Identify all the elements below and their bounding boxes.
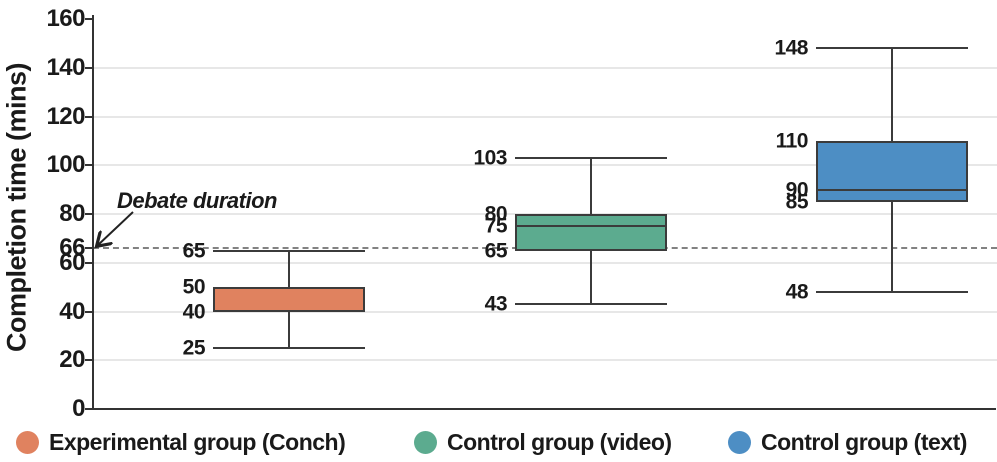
stat-label: 75 bbox=[484, 214, 508, 238]
whisker-lower bbox=[891, 201, 893, 292]
y-axis-tick-label: 0 bbox=[72, 395, 85, 422]
stat-label: 80 bbox=[484, 202, 508, 226]
whisker-lower bbox=[288, 311, 290, 349]
y-axis-tick-label: 160 bbox=[46, 5, 85, 32]
whisker-cap-high bbox=[213, 249, 365, 252]
whisker-upper bbox=[288, 250, 290, 288]
box-3 bbox=[816, 140, 968, 202]
whisker-cap-low bbox=[515, 303, 667, 306]
stat-label: 50 bbox=[182, 275, 206, 299]
median-line bbox=[818, 188, 966, 191]
y-axis-tick-label: 100 bbox=[46, 151, 85, 179]
y-axis-tick-label: 40 bbox=[59, 297, 85, 325]
box-1 bbox=[213, 287, 365, 312]
y-axis-tick bbox=[85, 359, 93, 362]
y-axis-tick-label: 140 bbox=[46, 53, 85, 81]
whisker-upper bbox=[590, 157, 592, 214]
y-axis-tick-label: 120 bbox=[46, 102, 85, 130]
y-axis-tick bbox=[85, 247, 93, 250]
x-axis-line bbox=[92, 408, 996, 410]
stat-label: 90 bbox=[785, 178, 809, 202]
reference-line-annotation: Debate duration bbox=[117, 188, 277, 213]
y-axis-tick bbox=[85, 261, 93, 264]
y-axis-tick-label: 80 bbox=[59, 200, 85, 227]
stat-label: 43 bbox=[484, 292, 508, 316]
y-axis-tick bbox=[85, 66, 93, 69]
stat-label: 103 bbox=[473, 146, 507, 170]
y-axis-line bbox=[92, 15, 94, 409]
median-line bbox=[517, 225, 665, 228]
stat-label: 65 bbox=[484, 239, 508, 263]
stat-label: 40 bbox=[182, 300, 206, 323]
y-axis-tick bbox=[85, 18, 93, 20]
whisker-cap-high bbox=[515, 156, 667, 159]
legend-item: Control group (video) bbox=[414, 428, 672, 456]
whisker-lower bbox=[590, 250, 592, 305]
gridline bbox=[93, 261, 997, 264]
stat-label: 110 bbox=[775, 129, 809, 153]
gridline bbox=[93, 164, 997, 167]
legend-item: Experimental group (Conch) bbox=[16, 428, 346, 456]
legend-label: Experimental group (Conch) bbox=[49, 428, 346, 455]
gridline bbox=[93, 359, 997, 362]
gridline bbox=[93, 115, 997, 118]
legend-label: Control group (video) bbox=[447, 428, 672, 455]
whisker-cap-low bbox=[213, 347, 365, 350]
y-axis-tick-label: 66 bbox=[59, 234, 85, 262]
stat-label: 65 bbox=[182, 239, 206, 263]
stat-label: 148 bbox=[774, 36, 808, 60]
y-axis-tick-label: 20 bbox=[59, 346, 85, 374]
whisker-upper bbox=[891, 48, 893, 141]
y-axis-tick-label: 60 bbox=[59, 248, 85, 276]
stat-label: 48 bbox=[785, 280, 809, 304]
legend-label: Control group (text) bbox=[761, 428, 967, 455]
y-axis-tick bbox=[85, 164, 93, 167]
legend-item: Control group (text) bbox=[728, 428, 967, 456]
stat-label: 85 bbox=[785, 190, 809, 214]
whisker-cap-low bbox=[816, 291, 968, 293]
gridline bbox=[93, 66, 997, 69]
legend-dot-icon bbox=[728, 430, 751, 454]
gridline bbox=[93, 310, 997, 313]
y-axis-tick bbox=[85, 310, 93, 313]
whisker-cap-high bbox=[816, 47, 968, 50]
legend-dot-icon bbox=[414, 430, 437, 454]
y-axis-tick bbox=[85, 213, 93, 215]
legend-dot-icon bbox=[16, 430, 39, 454]
y-axis-tick bbox=[85, 408, 93, 410]
y-axis-tick bbox=[85, 115, 93, 118]
stat-label: 25 bbox=[182, 336, 206, 360]
box-2 bbox=[515, 214, 667, 251]
